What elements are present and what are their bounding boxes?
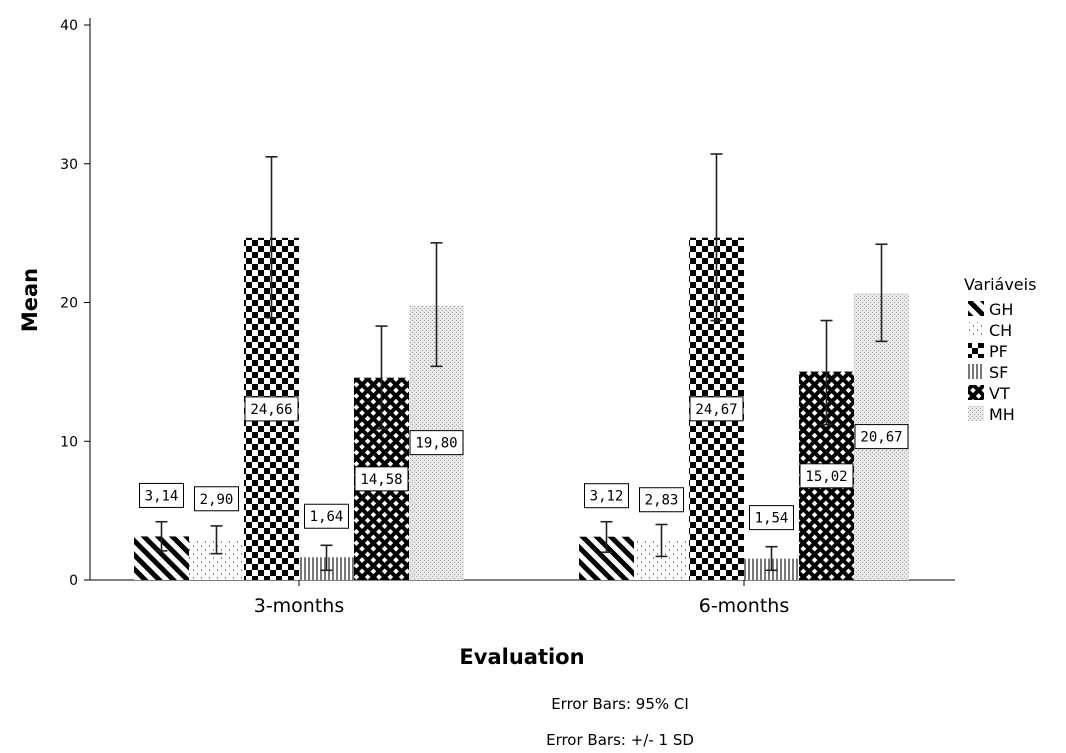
- legend-label-mh: MH: [989, 405, 1015, 424]
- data-label-box: [584, 483, 629, 509]
- data-label-vt: 14,58: [354, 466, 409, 492]
- error-bars: [155, 153, 888, 572]
- legend-label-vt: VT: [989, 384, 1010, 403]
- data-label-box: [194, 486, 239, 512]
- data-label-gh: 3,12: [584, 483, 629, 509]
- legend-swatch-gh: [968, 301, 984, 316]
- legend-swatch-ch: [968, 322, 984, 337]
- data-label-box: [639, 487, 684, 513]
- x-tick-label: 3-months: [254, 595, 345, 617]
- y-tick-label: 10: [60, 434, 78, 450]
- data-label-mh: 19,80: [409, 430, 464, 456]
- legend-swatch-pf: [968, 343, 984, 358]
- data-label-text: 24,66: [250, 402, 292, 418]
- error-bars-note-sd: Error Bars: +/- 1 SD: [546, 731, 694, 749]
- data-label-text: 20,67: [860, 430, 902, 446]
- data-label-text: 24,67: [695, 402, 737, 418]
- y-tick-label: 40: [60, 18, 78, 34]
- legend-label-sf: SF: [989, 363, 1008, 382]
- data-label-box: [139, 482, 184, 508]
- legend-label-ch: CH: [989, 321, 1012, 340]
- data-label-text: 2,90: [200, 492, 234, 508]
- data-label-text: 1,64: [310, 509, 344, 525]
- data-label-sf: 1,54: [749, 505, 794, 531]
- y-tick-label: 20: [60, 296, 78, 312]
- legend-swatch-sf: [968, 364, 984, 379]
- y-axis-title: Mean: [18, 268, 42, 332]
- data-label-text: 14,58: [360, 472, 402, 488]
- data-label-box: [799, 463, 854, 489]
- data-label-box: [409, 430, 464, 456]
- data-label-gh: 3,14: [139, 482, 184, 508]
- data-label-mh: 20,67: [854, 424, 909, 450]
- data-label-box: [354, 466, 409, 492]
- error-bars-note-ci: Error Bars: 95% CI: [551, 695, 689, 713]
- legend-label-pf: PF: [989, 342, 1008, 361]
- data-label-text: 3,12: [590, 489, 624, 505]
- data-label-text: 2,83: [645, 493, 679, 509]
- legend-title: Variáveis: [964, 275, 1036, 294]
- data-label-box: [854, 424, 909, 450]
- legend: Variáveis GH CH PF SF VT MH: [964, 275, 1036, 424]
- data-label-text: 15,02: [805, 469, 847, 485]
- data-label-text: 1,54: [755, 511, 789, 527]
- data-label-vt: 15,02: [799, 463, 854, 489]
- x-axis-title: Evaluation: [459, 645, 584, 669]
- data-label-sf: 1,64: [304, 503, 349, 529]
- data-label-text: 3,14: [145, 488, 179, 504]
- legend-swatch-mh: [968, 406, 984, 421]
- data-label-ch: 2,90: [194, 486, 239, 512]
- data-label-ch: 2,83: [639, 487, 684, 513]
- x-tick-label: 6-months: [699, 595, 790, 617]
- legend-swatch-vt: [968, 385, 984, 400]
- data-label-box: [244, 396, 299, 422]
- data-label-pf: 24,66: [244, 396, 299, 422]
- y-tick-label: 30: [60, 157, 78, 173]
- data-label-box: [749, 505, 794, 531]
- data-labels: 3,14 3,12 2,90 2,83 24,66 24,67 1,64 1,54 14,58 1…: [139, 396, 909, 531]
- legend-label-gh: GH: [989, 300, 1013, 319]
- data-label-text: 19,80: [415, 436, 457, 452]
- data-label-pf: 24,67: [689, 396, 744, 422]
- data-label-box: [304, 503, 349, 529]
- y-tick-label: 0: [69, 573, 78, 589]
- data-label-box: [689, 396, 744, 422]
